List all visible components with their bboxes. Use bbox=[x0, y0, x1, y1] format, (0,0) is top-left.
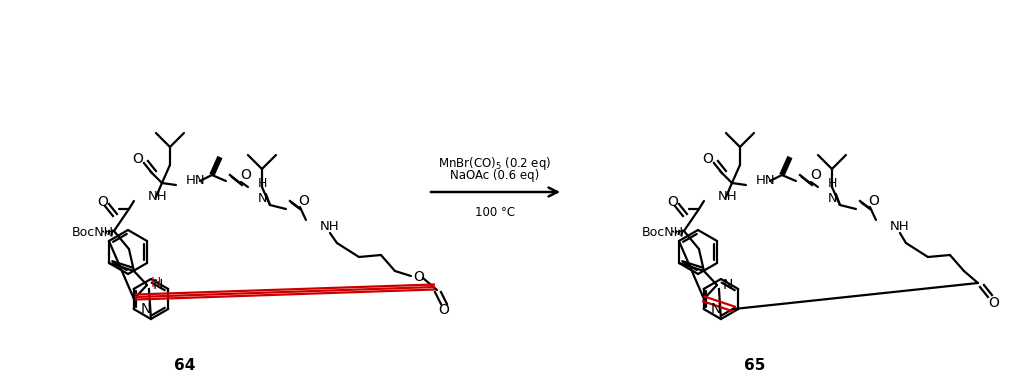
Text: H
N: H N bbox=[828, 177, 838, 205]
Text: O: O bbox=[988, 296, 999, 310]
Text: HN: HN bbox=[756, 174, 775, 188]
Text: O: O bbox=[811, 168, 821, 182]
Text: O: O bbox=[868, 194, 880, 208]
Text: NH: NH bbox=[147, 190, 168, 203]
Text: O: O bbox=[97, 195, 109, 209]
Text: O: O bbox=[702, 152, 714, 166]
Text: O: O bbox=[668, 195, 678, 209]
Text: NH: NH bbox=[319, 221, 340, 233]
Text: O: O bbox=[241, 168, 251, 182]
Text: MnBr(CO)$_5$ (0.2 eq): MnBr(CO)$_5$ (0.2 eq) bbox=[438, 154, 552, 172]
Text: NH: NH bbox=[890, 221, 909, 233]
Text: BocNH: BocNH bbox=[72, 226, 114, 240]
Text: 100 °C: 100 °C bbox=[475, 206, 515, 219]
Text: N: N bbox=[711, 302, 721, 316]
Text: 65: 65 bbox=[744, 357, 766, 373]
Text: HN: HN bbox=[186, 174, 206, 188]
Text: N: N bbox=[153, 278, 163, 292]
Text: N: N bbox=[140, 302, 151, 316]
Text: NaOAc (0.6 eq): NaOAc (0.6 eq) bbox=[451, 170, 540, 183]
Text: O: O bbox=[438, 303, 450, 317]
Text: BocNH: BocNH bbox=[642, 226, 684, 240]
Text: O: O bbox=[414, 270, 424, 284]
Text: 64: 64 bbox=[174, 357, 196, 373]
Text: H
N: H N bbox=[258, 177, 267, 205]
Text: O: O bbox=[299, 194, 309, 208]
Text: NH: NH bbox=[718, 190, 737, 203]
Text: N: N bbox=[723, 278, 733, 292]
Text: H: H bbox=[151, 276, 161, 290]
Text: O: O bbox=[132, 152, 143, 166]
